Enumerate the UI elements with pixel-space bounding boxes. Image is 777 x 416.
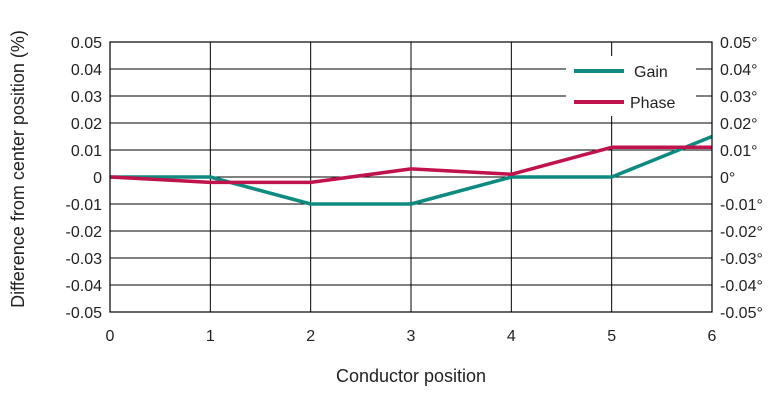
y2-tick-label: -0.05°	[720, 305, 763, 322]
y2-tick-labels: 0.05° 0.04° 0.03° 0.02° 0.01° 0° -0.01° -0.02° -…	[720, 35, 763, 322]
y-tick-label: -0.01	[66, 197, 103, 214]
y-axis-title: Difference from center position (%)	[8, 30, 28, 308]
x-tick-labels: 0 1 2 3 4 5 6	[106, 328, 717, 345]
y2-tick-label: 0.01°	[720, 143, 758, 160]
y-tick-label: -0.04	[66, 278, 103, 295]
series-line-phase	[109, 145, 712, 185]
legend-box	[566, 56, 696, 116]
x-tick-label: 6	[708, 328, 717, 345]
y2-tick-label: 0.03°	[720, 89, 758, 106]
x-axis-title: Conductor position	[336, 366, 486, 386]
y2-tick-label: -0.01°	[720, 197, 763, 214]
y2-tick-label: 0.02°	[720, 116, 758, 133]
y-tick-label: 0.02	[71, 116, 102, 133]
x-tick-label: 3	[407, 328, 416, 345]
y2-tick-label: 0°	[720, 170, 735, 187]
x-tick-label: 4	[507, 328, 516, 345]
y-tick-label: -0.02	[66, 224, 103, 241]
y-tick-label: 0.04	[71, 62, 102, 79]
y-tick-label: -0.05	[66, 305, 103, 322]
y-tick-label: -0.03	[66, 251, 103, 268]
y2-tick-label: -0.04°	[720, 278, 763, 295]
y2-tick-label: -0.02°	[720, 224, 763, 241]
legend-label: Gain	[634, 64, 668, 81]
y-tick-labels: 0.05 0.04 0.03 0.02 0.01 0 -0.01 -0.02 -0.03 -0.0…	[66, 35, 103, 322]
x-tick-label: 1	[206, 328, 215, 345]
series-line-gain	[110, 134, 713, 206]
y2-tick-label: -0.03°	[720, 251, 763, 268]
y-tick-label: 0.03	[71, 89, 102, 106]
legend: Gain Phase	[566, 56, 696, 116]
legend-label: Phase	[630, 95, 675, 112]
y-tick-label: 0.01	[71, 143, 102, 160]
x-tick-label: 2	[306, 328, 315, 345]
y2-tick-label: 0.04°	[720, 62, 758, 79]
y-tick-label: 0	[93, 170, 102, 187]
series-layer	[109, 134, 713, 206]
y2-tick-label: 0.05°	[720, 35, 758, 52]
y-tick-label: 0.05	[71, 35, 102, 52]
plot-frame	[109, 41, 713, 313]
x-tick-label: 5	[607, 328, 616, 345]
x-tick-label: 0	[106, 328, 115, 345]
